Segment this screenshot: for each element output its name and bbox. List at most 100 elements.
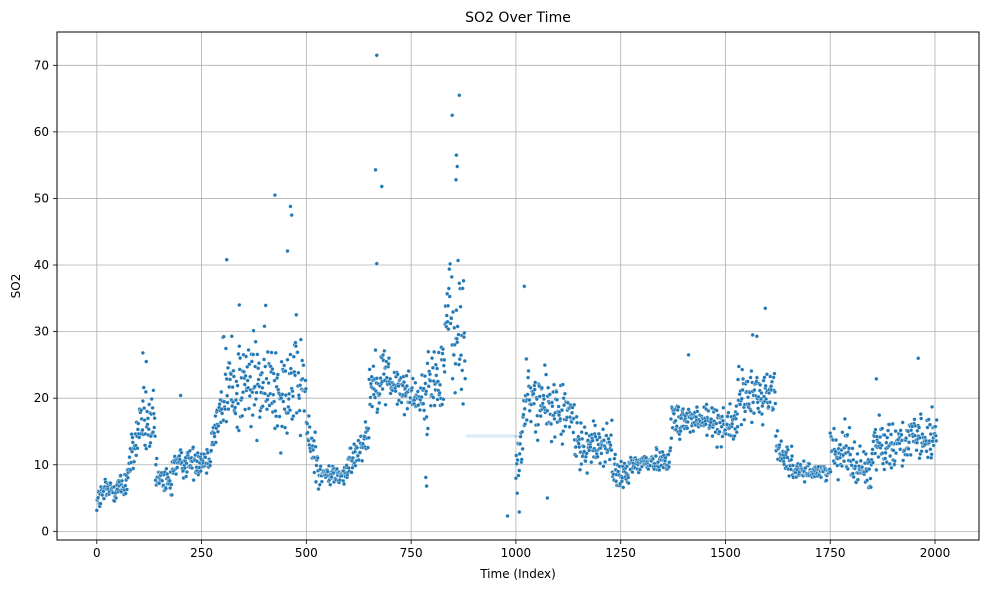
data-point [310, 447, 316, 453]
data-point [525, 392, 530, 397]
data-point [356, 438, 361, 443]
data-point [169, 482, 174, 487]
data-point [787, 473, 792, 479]
data-point [766, 404, 771, 409]
data-point [314, 463, 319, 468]
data-point [858, 458, 863, 463]
data-point [313, 444, 318, 449]
data-point [914, 448, 919, 453]
data-point [378, 376, 383, 381]
data-point [289, 213, 294, 218]
data-point [237, 302, 242, 308]
data-point [882, 432, 887, 438]
data-point [256, 377, 261, 382]
data-point [399, 400, 404, 405]
data-point [609, 418, 614, 423]
data-point [514, 461, 519, 466]
data-point [871, 439, 876, 444]
data-point [297, 396, 302, 401]
data-point [123, 491, 128, 496]
data-point [426, 349, 431, 354]
x-tick-label: 0 [93, 546, 101, 560]
data-point [619, 479, 625, 484]
data-point [734, 430, 739, 435]
data-point [720, 414, 725, 419]
data-point [574, 414, 579, 419]
data-point [140, 398, 145, 404]
data-point [130, 440, 135, 445]
data-point [152, 425, 157, 430]
data-point [298, 433, 303, 438]
data-point [454, 336, 459, 341]
data-point [890, 421, 895, 427]
data-point [198, 469, 203, 474]
y-tick-label: 50 [34, 191, 49, 205]
data-point [266, 380, 271, 386]
data-point [460, 286, 465, 291]
data-point [435, 366, 440, 371]
data-point [447, 294, 452, 299]
data-point [929, 455, 934, 460]
data-point [807, 461, 812, 467]
data-point [396, 383, 401, 389]
data-point [916, 425, 922, 430]
data-point [906, 440, 912, 445]
data-point [735, 424, 740, 429]
data-point [735, 411, 740, 417]
data-point [608, 433, 614, 438]
data-point [706, 408, 711, 413]
data-point [130, 435, 135, 440]
data-point [252, 402, 257, 407]
data-point [619, 459, 624, 464]
data-point [386, 361, 391, 366]
data-point [189, 465, 195, 471]
data-point [522, 406, 527, 411]
data-point [357, 450, 363, 455]
data-point [233, 411, 238, 416]
data-point [622, 461, 627, 466]
data-point [165, 471, 170, 477]
data-point [260, 404, 265, 409]
data-point [714, 445, 720, 450]
data-point [419, 395, 424, 400]
data-point [514, 453, 519, 458]
data-point [307, 424, 312, 430]
data-point [140, 427, 145, 433]
data-point [235, 383, 240, 388]
data-point [740, 376, 746, 382]
data-point [789, 457, 794, 462]
data-point [334, 466, 340, 471]
data-point [311, 438, 316, 443]
data-point [868, 485, 873, 490]
data-point [413, 380, 418, 385]
data-point [423, 475, 428, 480]
data-point [424, 432, 430, 437]
data-point [458, 304, 463, 309]
data-point [424, 414, 429, 420]
data-point [527, 397, 532, 403]
data-point [302, 408, 307, 414]
data-point [533, 429, 538, 435]
data-point [216, 423, 221, 428]
data-point [134, 453, 139, 458]
y-tick-label: 70 [34, 58, 49, 72]
data-point [209, 448, 214, 453]
data-point [150, 430, 156, 435]
data-point [405, 406, 410, 411]
data-point [870, 460, 876, 465]
data-point [585, 470, 590, 476]
data-point [828, 431, 833, 436]
data-point [666, 464, 671, 469]
data-point [271, 392, 276, 397]
data-point [264, 407, 270, 412]
data-point [580, 436, 585, 441]
data-point [850, 446, 855, 451]
data-point [177, 457, 182, 462]
data-point [549, 421, 554, 427]
data-point [236, 428, 241, 433]
data-point [579, 430, 584, 435]
x-tick-label: 250 [190, 546, 213, 560]
data-point [275, 423, 280, 429]
data-point [313, 479, 319, 484]
x-tick-label: 2000 [920, 546, 951, 560]
